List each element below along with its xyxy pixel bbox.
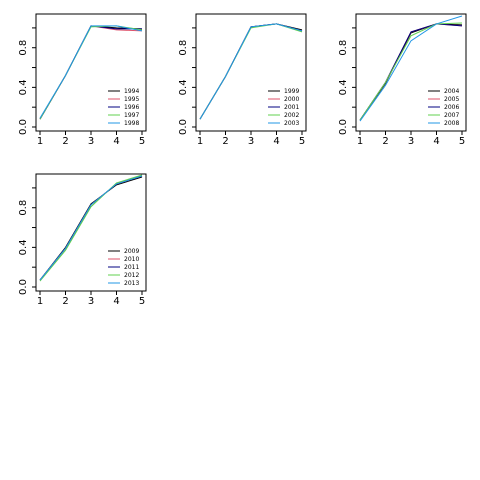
legend-label: 2003: [284, 120, 299, 127]
legend-label: 2007: [444, 112, 459, 119]
legend-label: 2008: [444, 120, 459, 127]
legend-label: 1999: [284, 88, 299, 95]
legend-label: 1994: [124, 88, 139, 95]
series-line-2008: [359, 15, 463, 122]
x-tick-label: 1: [197, 136, 203, 147]
series-line-2003: [199, 23, 303, 120]
y-tick-label: 0.4: [18, 239, 29, 255]
x-tick-label: 4: [273, 136, 279, 147]
y-tick-label: 0.8: [18, 40, 29, 56]
x-tick-label: 4: [113, 136, 119, 147]
legend-label: 2010: [124, 256, 139, 263]
x-tick-label: 2: [62, 296, 68, 307]
x-tick-label: 1: [37, 296, 43, 307]
x-tick-label: 4: [113, 296, 119, 307]
x-tick-label: 1: [357, 136, 363, 147]
y-tick-label: 0.0: [18, 279, 29, 295]
x-tick-label: 2: [62, 136, 68, 147]
legend-label: 2001: [284, 104, 299, 111]
x-tick-label: 5: [459, 136, 465, 147]
x-tick-label: 2: [382, 136, 388, 147]
x-tick-label: 5: [299, 136, 305, 147]
y-tick-label: 0.8: [178, 40, 189, 56]
legend-label: 2004: [444, 88, 459, 95]
series-line-1998: [39, 25, 143, 119]
legend-label: 2000: [284, 96, 299, 103]
x-tick-label: 3: [408, 136, 414, 147]
legend-label: 1995: [124, 96, 139, 103]
x-tick-label: 5: [139, 296, 145, 307]
series-line-2007: [359, 22, 463, 121]
x-tick-label: 2: [222, 136, 228, 147]
y-tick-label: 0.4: [178, 79, 189, 95]
y-tick-label: 0.0: [338, 119, 349, 135]
y-tick-label: 0.8: [18, 200, 29, 216]
x-tick-label: 3: [248, 136, 254, 147]
x-tick-label: 3: [88, 296, 94, 307]
legend-label: 2013: [124, 280, 139, 287]
x-tick-label: 4: [433, 136, 439, 147]
legend-label: 1998: [124, 120, 139, 127]
y-tick-label: 0.0: [18, 119, 29, 135]
legend-label: 2011: [124, 264, 139, 271]
legend-label: 2002: [284, 112, 299, 119]
legend-label: 2009: [124, 248, 139, 255]
legend-label: 2005: [444, 96, 459, 103]
series-line-2013: [39, 175, 143, 281]
x-tick-label: 5: [139, 136, 145, 147]
legend-label: 1997: [124, 112, 139, 119]
legend-label: 2006: [444, 104, 459, 111]
y-tick-label: 0.4: [18, 79, 29, 95]
legend-label: 1996: [124, 104, 139, 111]
x-tick-label: 3: [88, 136, 94, 147]
y-tick-label: 0.4: [338, 79, 349, 95]
series-line-2012: [39, 174, 143, 282]
x-tick-label: 1: [37, 136, 43, 147]
y-tick-label: 0.0: [178, 119, 189, 135]
y-tick-label: 0.8: [338, 40, 349, 56]
legend-label: 2012: [124, 272, 139, 279]
